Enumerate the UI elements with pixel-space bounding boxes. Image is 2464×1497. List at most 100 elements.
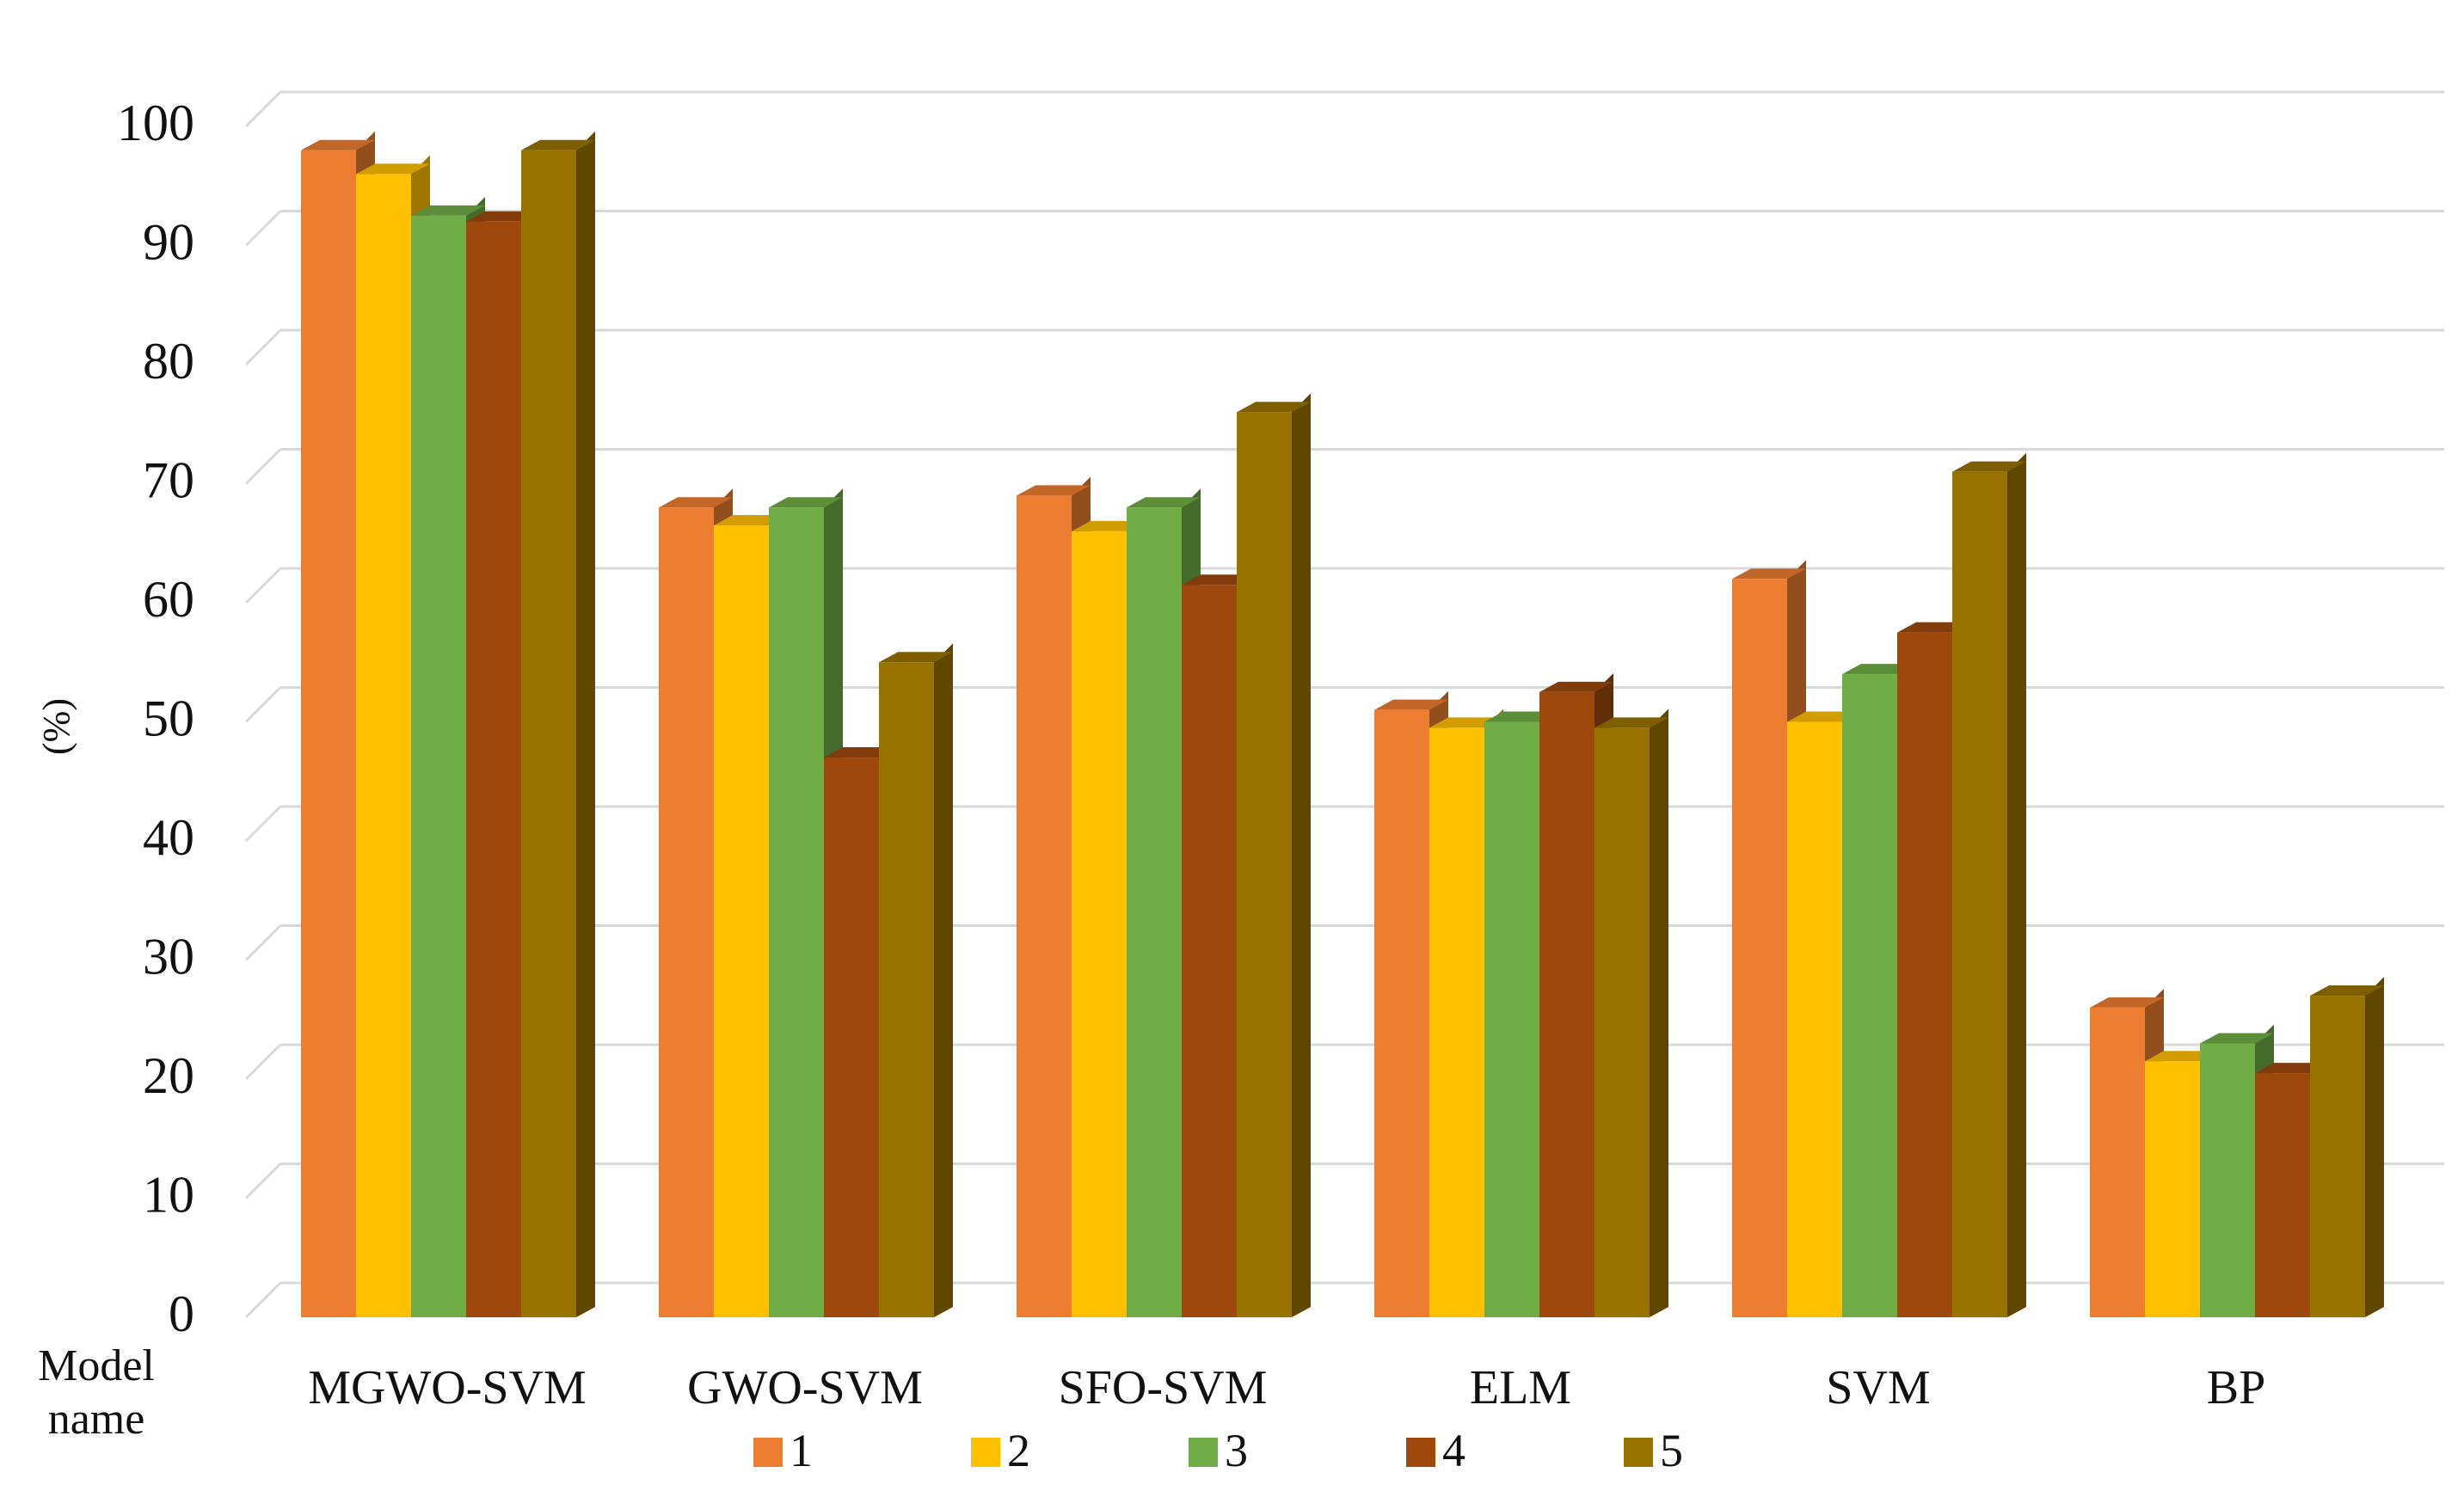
bar-front [2255, 1073, 2310, 1317]
x-axis-tick-labels: MGWO-SVM GWO-SVM SFO-SVM ELM SVM BP [308, 1361, 2265, 1414]
x-axis-label-line: name [48, 1395, 145, 1444]
bar-front [824, 758, 879, 1317]
bar-top [2310, 985, 2384, 997]
bar-top [411, 205, 485, 216]
bar-front [1539, 691, 1595, 1317]
bar-front [1237, 412, 1292, 1317]
bar-front [521, 150, 576, 1318]
bar-front [1374, 709, 1429, 1317]
legend-item-5: 5 [1624, 1425, 1683, 1476]
gridline-diag-50 [244, 686, 282, 723]
legend-swatch [753, 1438, 783, 1467]
bar-front [879, 662, 934, 1317]
legend-label: 3 [1225, 1425, 1248, 1476]
legend-item-1: 1 [753, 1425, 813, 1476]
bar-front [1127, 507, 1182, 1317]
bar-top [2200, 1033, 2274, 1044]
bar-top [1952, 461, 2026, 472]
x-tick-label: MGWO-SVM [308, 1361, 587, 1414]
legend-item-3: 3 [1189, 1425, 1248, 1476]
gridline-diag-100 [244, 90, 282, 128]
x-axis-label-line: Model [38, 1341, 155, 1390]
bar-side [934, 643, 953, 1317]
y-tick-label: 20 [143, 1047, 194, 1104]
x-tick-label: GWO-SVM [687, 1361, 923, 1414]
bar-top [879, 652, 953, 663]
bar-front [2310, 996, 2365, 1317]
bar-front [411, 215, 466, 1317]
bar-front [769, 507, 824, 1317]
y-tick-label: 0 [169, 1285, 194, 1342]
y-tick-label: 10 [143, 1167, 194, 1224]
y-tick-label: 60 [143, 571, 194, 628]
x-tick-label: SFO-SVM [1059, 1361, 1268, 1414]
bar-front [1484, 721, 1539, 1317]
bar-front [2200, 1043, 2255, 1317]
y-axis-label: (%) [35, 698, 77, 755]
bar-front [659, 507, 714, 1317]
y-tick-label: 30 [143, 929, 194, 985]
gridline-diag-10 [244, 1163, 282, 1199]
bar-side [2007, 452, 2026, 1317]
gridline-diag-40 [244, 805, 282, 843]
bar-top [1732, 568, 1806, 580]
y-tick-label: 100 [117, 95, 194, 151]
bar-front [714, 525, 769, 1317]
bar-front [2145, 1061, 2200, 1317]
bar-front [2090, 1007, 2145, 1317]
gridline-diag-20 [244, 1043, 282, 1081]
bar-front [1182, 585, 1237, 1317]
legend-swatch [1406, 1438, 1435, 1467]
legend-swatch [1189, 1438, 1218, 1467]
legend: 1 2 3 4 5 [753, 1425, 1683, 1476]
y-axis-tick-labels: 0 10 20 30 40 50 60 70 80 90 100 [117, 95, 194, 1342]
bar-front [1787, 721, 1842, 1317]
legend-item-4: 4 [1406, 1425, 1465, 1476]
y-tick-label: 70 [143, 452, 194, 509]
bar-front [1429, 727, 1484, 1317]
bar-top [301, 139, 375, 150]
bar-top [1127, 497, 1201, 508]
bar-ELM-series-5 [1595, 709, 1668, 1317]
bar-BP-series-5 [2310, 977, 2384, 1317]
y-tick-label: 80 [143, 333, 194, 390]
legend-label: 5 [1660, 1425, 1683, 1476]
bar-top [659, 497, 733, 508]
bar-side [576, 131, 595, 1317]
gridline-diag-80 [244, 328, 282, 366]
bar-front [301, 150, 356, 1318]
bar-front [1017, 495, 1072, 1317]
bar-top [1237, 402, 1311, 413]
legend-label: 4 [1442, 1425, 1465, 1476]
bars [301, 131, 2384, 1318]
bar-top [1374, 699, 1448, 710]
gridline-diag-60 [244, 567, 282, 604]
gridline-diag-70 [244, 448, 282, 485]
bar-front [1072, 531, 1127, 1317]
gridline-diag-90 [244, 210, 282, 247]
bar-front [1897, 632, 1952, 1317]
bar-front [1952, 471, 2007, 1317]
gridline-diag-0 [244, 1281, 282, 1319]
legend-item-2: 2 [971, 1425, 1030, 1476]
legend-label: 2 [1007, 1425, 1030, 1476]
bar-front [1842, 674, 1897, 1317]
bar-front [466, 221, 521, 1317]
x-tick-label: BP [2207, 1361, 2266, 1414]
bar-SVM-series-5 [1952, 452, 2026, 1317]
legend-label: 1 [790, 1425, 813, 1476]
bar-front [1732, 579, 1787, 1317]
bar-top [2090, 997, 2164, 1008]
legend-swatch [1624, 1438, 1653, 1467]
bar-top [769, 497, 843, 508]
y-tick-label: 50 [143, 690, 194, 747]
legend-swatch [971, 1438, 1000, 1467]
x-tick-label: ELM [1470, 1361, 1571, 1414]
bar-front [1595, 727, 1650, 1317]
bar-top [356, 163, 430, 175]
y-tick-label: 40 [143, 809, 194, 866]
x-axis-label: Model name [38, 1341, 155, 1444]
bar-GWO-SVM-series-5 [879, 643, 953, 1317]
bar-top [521, 139, 595, 150]
